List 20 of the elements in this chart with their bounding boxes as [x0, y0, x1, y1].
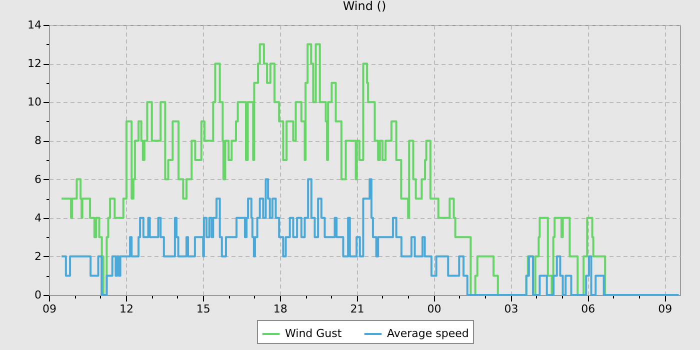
x-tick-label: 03	[504, 302, 518, 316]
x-tick-label: 15	[196, 302, 210, 316]
y-tick-label: 14	[28, 18, 42, 32]
y-tick-label: 0	[34, 288, 42, 302]
y-tick-label: 8	[34, 134, 42, 148]
chart-title: Wind ()	[342, 0, 386, 13]
x-tick-label: 18	[273, 302, 288, 316]
x-tick-label: 21	[350, 302, 364, 316]
y-tick-label: 12	[28, 57, 42, 70]
legend-label: Average speed	[387, 327, 469, 340]
x-tick-label: 06	[581, 302, 596, 316]
x-tick-label: 09	[42, 302, 56, 316]
y-tick-label: 4	[34, 211, 42, 224]
legend-label: Wind Gust	[285, 327, 342, 340]
x-tick-label: 09	[658, 302, 672, 316]
y-tick-label: 6	[34, 172, 42, 186]
y-tick-label: 10	[28, 96, 42, 109]
y-tick-label: 2	[34, 250, 42, 263]
x-tick-label: 12	[119, 302, 134, 316]
x-tick-label: 00	[427, 302, 442, 316]
